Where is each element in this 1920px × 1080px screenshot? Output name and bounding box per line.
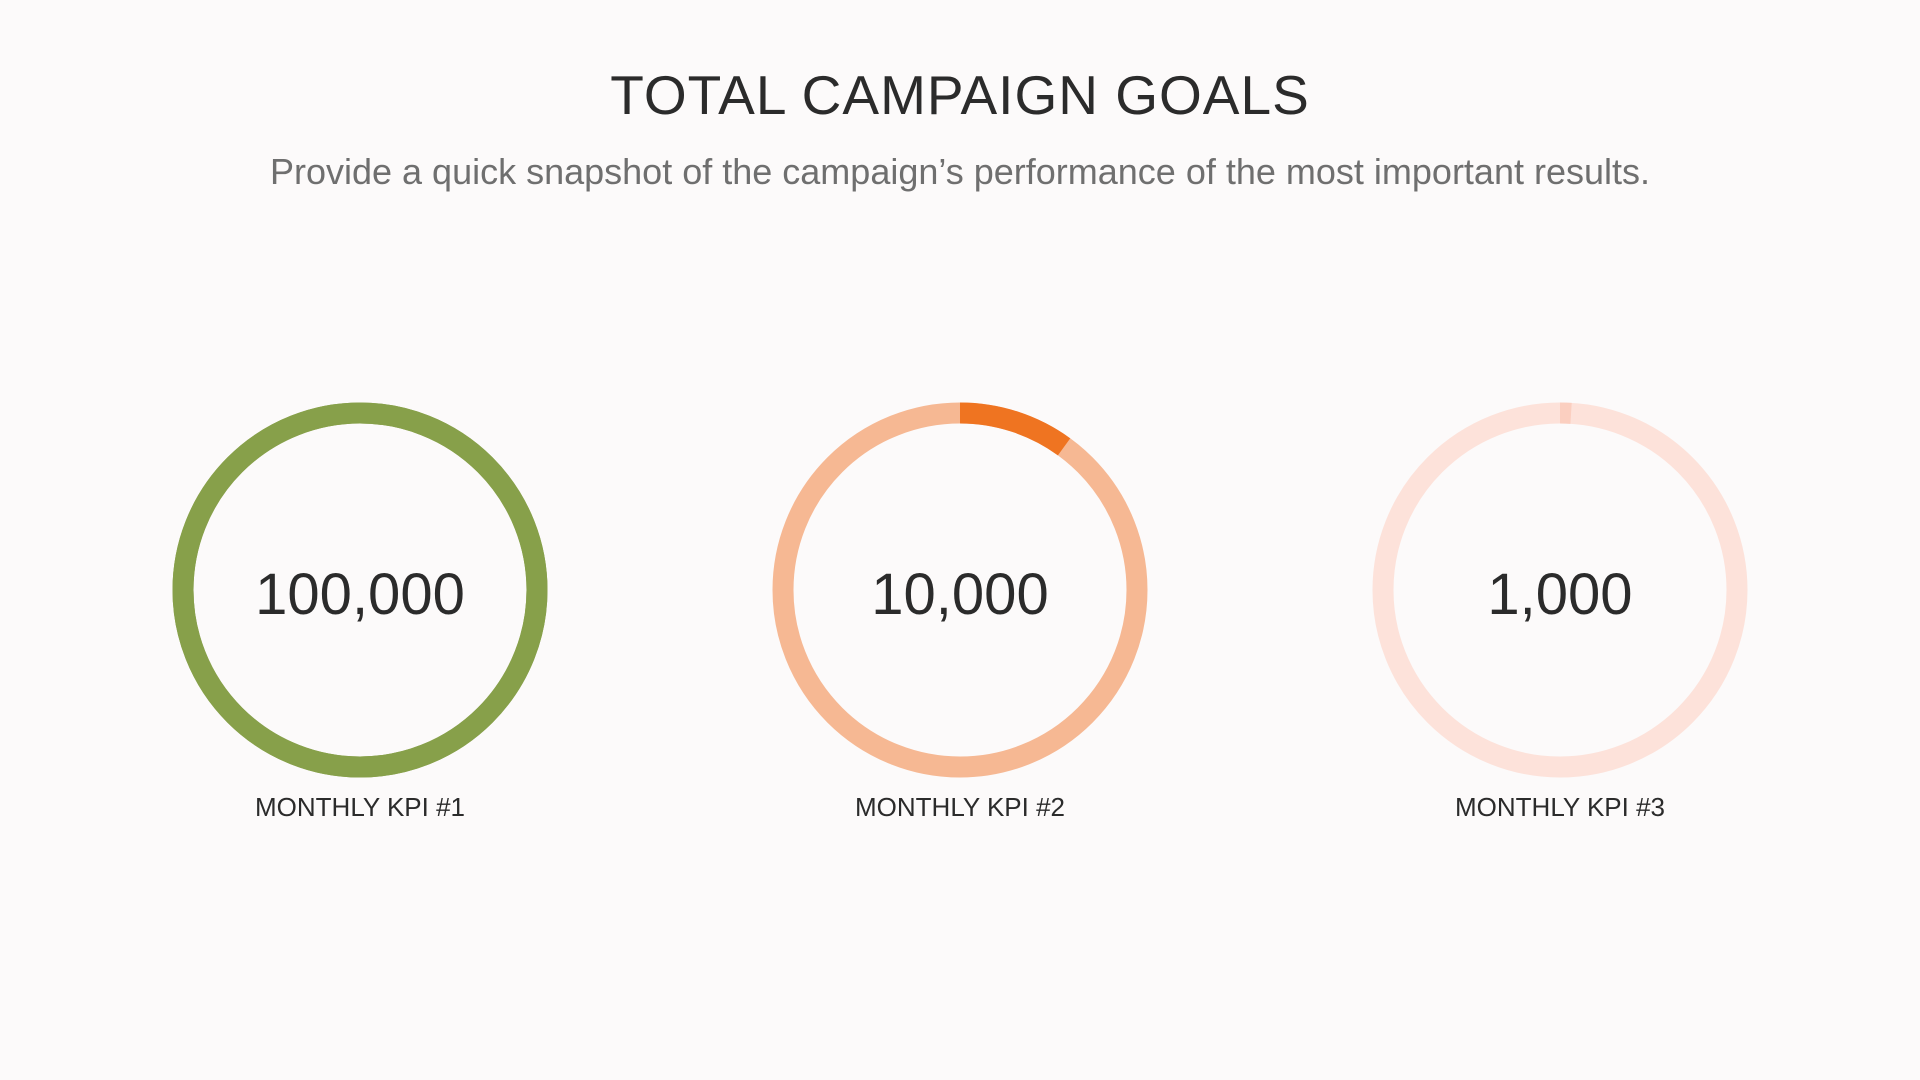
kpi-1-progress-arc [172, 402, 548, 778]
kpi-card-2: 10,000 MONTHLY KPI #2 [760, 400, 1160, 840]
kpi-3-progress-arc [1372, 402, 1748, 778]
page-title: TOTAL CAMPAIGN GOALS [610, 64, 1310, 126]
kpi-card-3: 1,000 MONTHLY KPI #3 [1360, 400, 1760, 840]
kpi-3-label: MONTHLY KPI #3 [1455, 792, 1665, 822]
kpi-card-1: 100,000 MONTHLY KPI #1 [160, 400, 560, 840]
page-subtitle: Provide a quick snapshot of the campaign… [269, 151, 1651, 192]
kpi-2-progress-arc [772, 402, 1148, 778]
kpi-2-donut [772, 402, 1148, 778]
kpi-2-label: MONTHLY KPI #2 [855, 792, 1065, 822]
kpi-3-value: 1,000 [1487, 562, 1633, 627]
kpi-1-label: MONTHLY KPI #1 [255, 792, 465, 822]
kpi-3-donut [1372, 402, 1748, 778]
kpi-1-value: 100,000 [255, 562, 465, 627]
kpi-1-donut [172, 402, 548, 778]
kpi-2-value: 10,000 [871, 562, 1049, 627]
